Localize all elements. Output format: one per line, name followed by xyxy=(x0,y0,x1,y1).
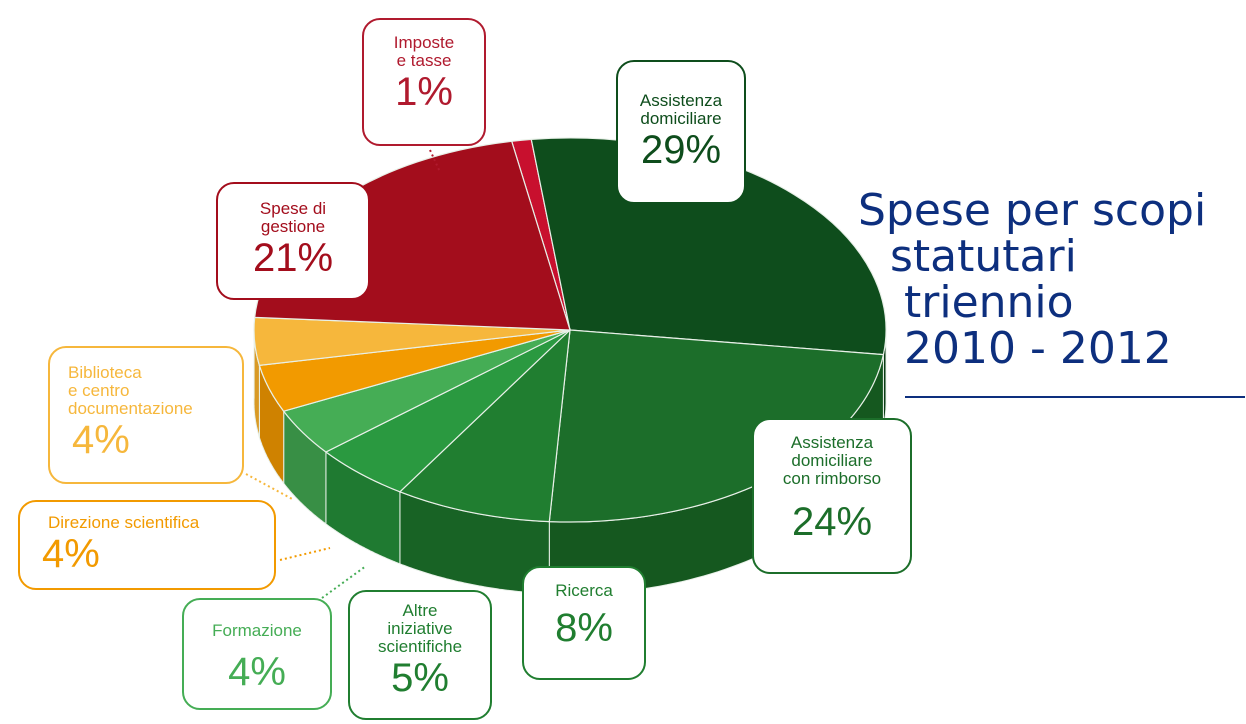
label-biblioteca-pct: 4% xyxy=(72,418,130,462)
title-line-2: statutari xyxy=(890,231,1077,282)
label-biblioteca-name: Biblioteca e centro documentazione xyxy=(68,363,193,418)
leader-imposte xyxy=(429,149,441,173)
label-assistenza-pct: 29% xyxy=(640,128,722,172)
label-gestione: Spese di gestione 21% xyxy=(216,182,370,300)
title-line-4: 2010 - 2012 xyxy=(904,323,1172,374)
pie-slice-3 xyxy=(398,328,571,523)
label-direzione-pct: 4% xyxy=(42,532,100,576)
label-assistenza: Assistenza domiciliare 29% xyxy=(616,60,746,204)
label-assistenza-name: Assistenza domiciliare xyxy=(639,91,723,128)
label-rimborso-pct: 24% xyxy=(791,500,873,544)
label-formazione-name: Formazione xyxy=(212,621,302,640)
label-rimborso-name: Assistenza domiciliare con rimborso xyxy=(782,433,882,488)
title-line-1: Spese per scopi xyxy=(858,185,1207,236)
label-gestione-pct: 21% xyxy=(252,236,334,280)
label-altre: Altre iniziative scientifiche 5% xyxy=(348,590,492,720)
label-biblioteca: Biblioteca e centro documentazione 4% xyxy=(48,346,244,484)
label-direzione: Direzione scientifica 4% xyxy=(18,500,276,590)
label-ricerca-pct: 8% xyxy=(555,606,613,650)
leader-biblioteca xyxy=(245,473,295,501)
label-imposte-name: Imposte e tasse xyxy=(393,33,455,70)
label-imposte: Imposte e tasse 1% xyxy=(362,18,486,146)
label-gestione-name: Spese di gestione xyxy=(259,199,327,236)
label-direzione-name: Direzione scientifica xyxy=(48,513,200,532)
chart-title: Spese per scopi statutari triennio 2010 … xyxy=(858,188,1206,372)
label-imposte-pct: 1% xyxy=(395,70,453,114)
label-ricerca: Ricerca 8% xyxy=(522,566,646,680)
title-underline xyxy=(905,396,1245,398)
label-formazione: Formazione 4% xyxy=(182,598,332,710)
label-rimborso: Assistenza domiciliare con rimborso 24% xyxy=(752,418,912,574)
leader-direzione xyxy=(279,547,331,561)
title-line-3: triennio xyxy=(904,277,1074,328)
label-altre-pct: 5% xyxy=(391,656,449,700)
label-altre-name: Altre iniziative scientifiche xyxy=(377,601,463,656)
leader-formazione xyxy=(321,565,367,599)
label-ricerca-name: Ricerca xyxy=(555,581,613,600)
label-formazione-pct: 4% xyxy=(228,650,286,694)
